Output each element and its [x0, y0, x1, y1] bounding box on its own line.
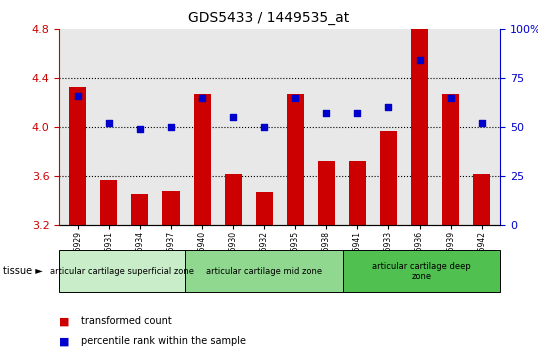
Point [353, 110, 362, 116]
Bar [318, 161, 335, 225]
Bar [225, 174, 242, 225]
Point [415, 57, 424, 63]
Bar [411, 29, 428, 225]
Text: articular cartilage superficial zone: articular cartilage superficial zone [50, 267, 194, 276]
Text: transformed count: transformed count [81, 316, 172, 326]
Point [167, 124, 175, 130]
Bar [69, 87, 87, 225]
Text: articular cartilage deep
zone: articular cartilage deep zone [372, 262, 471, 281]
Point [136, 126, 144, 132]
Point [291, 95, 300, 101]
Bar [442, 94, 459, 225]
Bar [194, 94, 211, 225]
Text: ■: ■ [59, 336, 70, 346]
Bar [162, 191, 180, 225]
Point [74, 93, 82, 99]
Bar [131, 195, 148, 225]
Bar [349, 161, 366, 225]
Point [322, 110, 331, 116]
Text: percentile rank within the sample: percentile rank within the sample [81, 336, 246, 346]
Bar [473, 174, 490, 225]
Text: tissue ►: tissue ► [3, 266, 43, 276]
Bar [287, 94, 304, 225]
Point [198, 95, 207, 101]
Bar [256, 192, 273, 225]
Text: GDS5433 / 1449535_at: GDS5433 / 1449535_at [188, 11, 350, 25]
Bar [101, 180, 117, 225]
Point [384, 105, 393, 110]
Text: ■: ■ [59, 316, 70, 326]
Point [260, 124, 268, 130]
Point [104, 120, 113, 126]
Point [447, 95, 455, 101]
Point [229, 114, 237, 120]
Bar [380, 131, 397, 225]
Text: articular cartilage mid zone: articular cartilage mid zone [206, 267, 322, 276]
Point [477, 120, 486, 126]
